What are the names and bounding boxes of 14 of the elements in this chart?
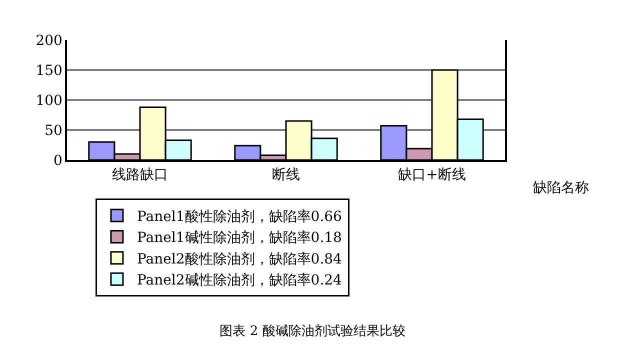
y-tick-label: 0: [54, 152, 62, 169]
legend-label: Panel1酸性除油剂，缺陷率0.66: [136, 208, 342, 225]
text: 图表 2 酸碱除油剂试验结果比较: [220, 323, 406, 340]
x-axis-title: 缺陷名称: [533, 180, 589, 196]
x-tick-label: 断线: [272, 166, 300, 183]
y-tick-label: 50: [44, 122, 62, 139]
legend-label: Panel2碱性除油剂，缺陷率0.24: [136, 272, 342, 289]
y-tick-label: 150: [36, 62, 62, 79]
y-tick-label: 200: [36, 32, 62, 49]
x-tick-label: 线路缺口: [112, 166, 168, 183]
legend-label: Panel1碱性除油剂，缺陷率0.18: [136, 230, 342, 246]
x-tick-label: 缺口+断线: [398, 166, 466, 183]
y-tick-label: 100: [36, 92, 62, 109]
legend-label: Panel2酸性除油剂，缺陷率0.84: [136, 251, 342, 268]
